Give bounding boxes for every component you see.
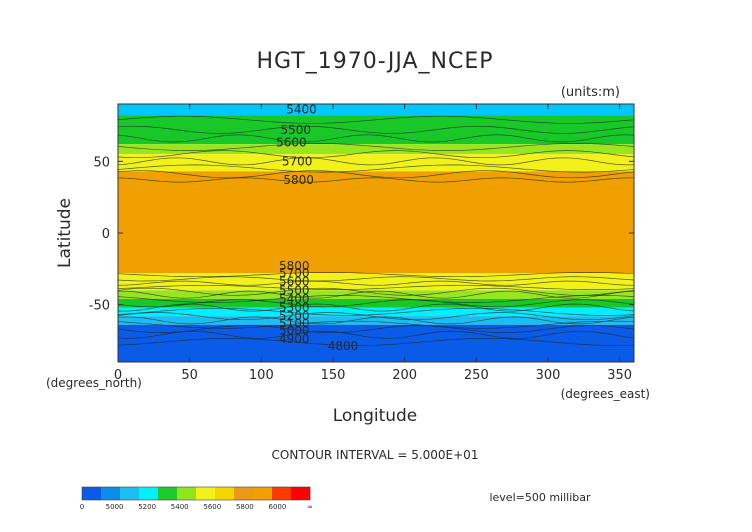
colorbar-swatch [82,487,102,500]
contour-line [117,338,635,346]
contour-label: 5400 [286,103,317,117]
colorbar-swatch [120,487,140,500]
contour-line [117,307,635,316]
contour-line [117,150,635,159]
filled-band [118,104,634,116]
colorbar-swatch [215,487,235,500]
x-tick-label: 150 [321,368,346,383]
x-tick-label: 100 [249,368,274,383]
contour-line [117,312,635,321]
contour-line [117,134,635,143]
x-tick-label: 250 [464,368,489,383]
colorbar-swatch [272,487,292,500]
colorbar-tick-label: 5200 [138,503,156,511]
contour-line [117,115,635,124]
contour-line [117,157,635,166]
contour-label: 5700 [282,154,313,168]
contour-line [117,330,635,339]
x-tick-label: 200 [392,368,417,383]
colorbar-swatch [158,487,178,500]
contour-label: 5600 [276,136,307,150]
x-tick-label: 0 [114,368,122,383]
contour-line [117,316,635,325]
filled-band [118,290,634,299]
colorbar-tick-label: 5800 [236,503,254,511]
contour-line [117,303,635,312]
contour-label: 5100 [279,316,310,330]
contour-line [117,170,635,179]
filled-band [118,324,634,362]
contour-line [117,164,635,173]
colorbar-tick-label: ∞ [307,503,313,511]
contour-label: 5500 [279,283,310,297]
colorbar-swatch [196,487,216,500]
filled-band [118,154,634,172]
contour-line [117,287,635,296]
x-axis-label: Longitude [333,406,418,426]
y-tick-label: 0 [102,227,110,242]
contour-line [117,320,635,329]
contour-line [117,299,635,308]
chart-title: HGT_1970-JJA_NCEP [256,49,493,74]
filled-band [118,307,634,317]
contour-label: 5600 [279,275,310,289]
contour-line [117,280,635,286]
contour-interval-text: CONTOUR INTERVAL = 5.000E+01 [272,448,479,462]
contour-line [117,284,635,290]
y-axis-label: Latitude [55,198,75,268]
filled-band [118,115,634,145]
contour-line [117,125,635,134]
contour-line [117,143,635,151]
y-tick-label: -50 [89,299,110,314]
x-tick-label: 300 [536,368,561,383]
contour-label: 5800 [283,173,314,187]
x-tick-label: 50 [181,368,198,383]
plot-area: 5400550056005700580058005700560055005400… [89,103,635,383]
contour-label: 5200 [279,309,310,323]
level-text: level=500 millibar [489,491,591,504]
contour-label: 5400 [279,292,310,306]
colorbar-tick-label: 5000 [106,503,124,511]
y-tick-label: 50 [93,155,110,170]
contour-line [117,325,635,333]
contour-label: 4800 [328,339,359,353]
colorbar-swatch [101,487,121,500]
colorbar-tick-label: 6000 [269,503,287,511]
contour-line [117,177,635,183]
colorbar: 0 5000 5200 5400 5600 5800 6000 ∞ [80,486,313,511]
contour-label: 5800 [279,259,310,273]
filled-band [118,298,634,308]
contour-label: 5500 [280,123,311,137]
contour-label: 5000 [279,323,310,337]
x-unit-label: (degrees_east) [561,387,650,401]
colorbar-swatch [234,487,254,500]
colorbar-swatch [139,487,159,500]
colorbar-tick-label: 5600 [203,503,221,511]
colorbar-swatch [291,487,311,500]
contour-line [117,272,635,278]
contour-label: 4900 [279,332,310,346]
colorbar-swatch [177,487,197,500]
filled-band [118,144,634,155]
colorbar-swatch [253,487,273,500]
x-tick-label: 350 [607,368,632,383]
filled-band [118,171,634,274]
contour-line [117,276,635,282]
colorbar-tick-label: 0 [80,503,84,511]
colorbar-frame [81,486,311,501]
filled-band [118,316,634,325]
y-unit-label: (degrees_north) [46,376,142,390]
units-label: (units:m) [561,85,620,100]
contour-label: 5300 [279,301,310,315]
contour-label: 5700 [279,266,310,280]
contour-line [117,290,635,299]
colorbar-tick-label: 5400 [171,503,189,511]
